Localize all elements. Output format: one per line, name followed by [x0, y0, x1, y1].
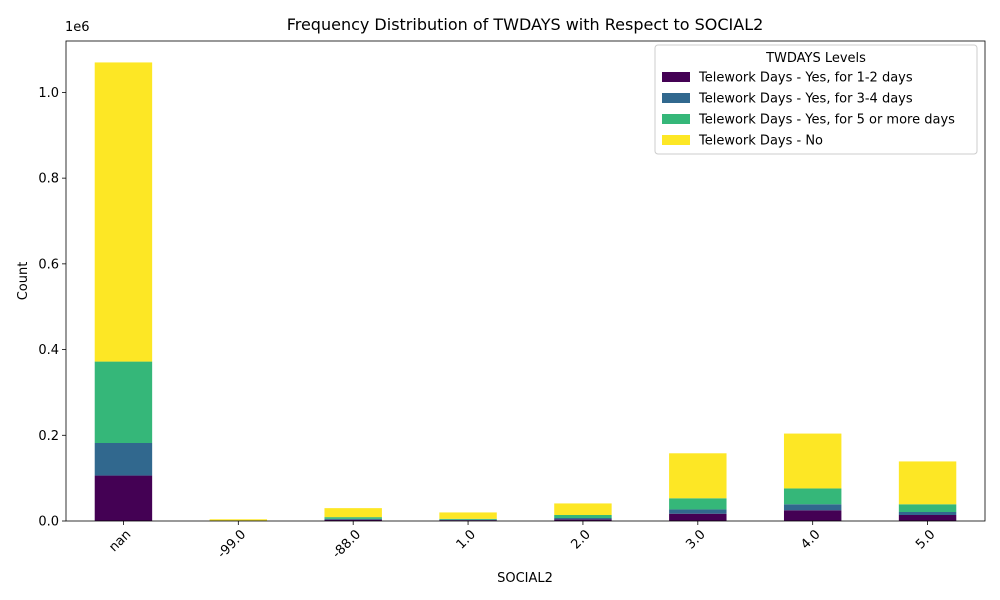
chart-title: Frequency Distribution of TWDAYS with Re…: [287, 15, 764, 34]
legend-entry-label: Telework Days - Yes, for 1-2 days: [698, 71, 913, 86]
legend-entry-label: Telework Days - Yes, for 5 or more days: [698, 113, 955, 128]
y-tick-label: 0.2: [38, 429, 59, 444]
x-tick-label: -88.0: [330, 527, 364, 561]
bar-segment-7-3: [898, 461, 957, 505]
y-tick-label: 1.0: [38, 86, 59, 101]
y-tick-label: 0.6: [38, 257, 59, 272]
x-tick-label: -99.0: [215, 527, 249, 561]
x-axis-label: SOCIAL2: [497, 571, 553, 586]
y-tick-label: 0.0: [38, 515, 59, 530]
bar-segment-3-3: [439, 512, 497, 519]
x-tick-label: nan: [106, 527, 134, 555]
bar-segment-4-0: [554, 519, 612, 521]
bar-segment-0-3: [94, 62, 153, 362]
bar-segment-0-0: [94, 475, 153, 521]
bar-segment-5-3: [669, 453, 727, 499]
plot-frame: [65, 40, 986, 522]
bars-group: [94, 62, 957, 521]
x-tick-label: 1.0: [454, 527, 479, 552]
x-ticks-group: nan -99.0 -88.0 1.0 2.0 3.0 4.0 5.0: [106, 521, 938, 562]
bar-segment-4-3: [554, 503, 612, 515]
y-tick-label: 0.8: [38, 172, 59, 187]
x-tick-label: 3.0: [683, 527, 708, 552]
bar-segment-6-2: [783, 488, 842, 505]
bar-segment-0-1: [94, 443, 153, 476]
legend-entry-label: Telework Days - Yes, for 3-4 days: [698, 92, 913, 107]
legend-swatch: [662, 114, 690, 124]
bar-segment-3-0: [439, 520, 497, 521]
bar-segment-4-1: [554, 518, 612, 520]
bar-segment-2-3: [324, 508, 382, 518]
bar-segment-7-0: [898, 515, 957, 521]
y-ticks-group: 0.0 0.2 0.4 0.6 0.8 1.0: [38, 86, 66, 530]
bar-segment-1-3: [209, 519, 268, 521]
bar-segment-3-2: [439, 518, 497, 520]
legend-swatch: [662, 135, 690, 145]
legend-box: [654, 44, 978, 155]
bar-segment-5-2: [669, 498, 727, 510]
bar-segment-2-0: [324, 519, 382, 521]
y-axis-label: Count: [16, 262, 31, 301]
bar-segment-2-1: [324, 518, 382, 520]
legend-swatch: [662, 72, 690, 82]
bar-segment-7-2: [898, 504, 957, 512]
legend-title: TWDAYS Levels: [765, 51, 866, 66]
x-tick-label: 4.0: [798, 527, 823, 552]
bar-segment-6-0: [783, 510, 842, 521]
bar-segment-5-1: [669, 509, 727, 514]
bar-segment-7-1: [898, 512, 957, 515]
axes-group: [65, 40, 986, 522]
bar-segment-4-2: [554, 515, 612, 518]
bar-segment-6-1: [783, 504, 842, 511]
bar-segment-0-2: [94, 361, 153, 443]
legend-swatch: [662, 93, 690, 103]
x-tick-label: 5.0: [913, 527, 938, 552]
bar-segment-2-2: [324, 517, 382, 519]
x-tick-label: 2.0: [569, 527, 594, 552]
bar-segment-6-3: [783, 433, 842, 489]
y-offset-label: 1e6: [65, 20, 90, 35]
legend: TWDAYS Levels Telework Days - Yes, for 1…: [654, 44, 978, 155]
bar-segment-5-0: [669, 513, 727, 521]
legend-entry-label: Telework Days - No: [698, 134, 823, 149]
y-tick-label: 0.4: [38, 343, 59, 358]
